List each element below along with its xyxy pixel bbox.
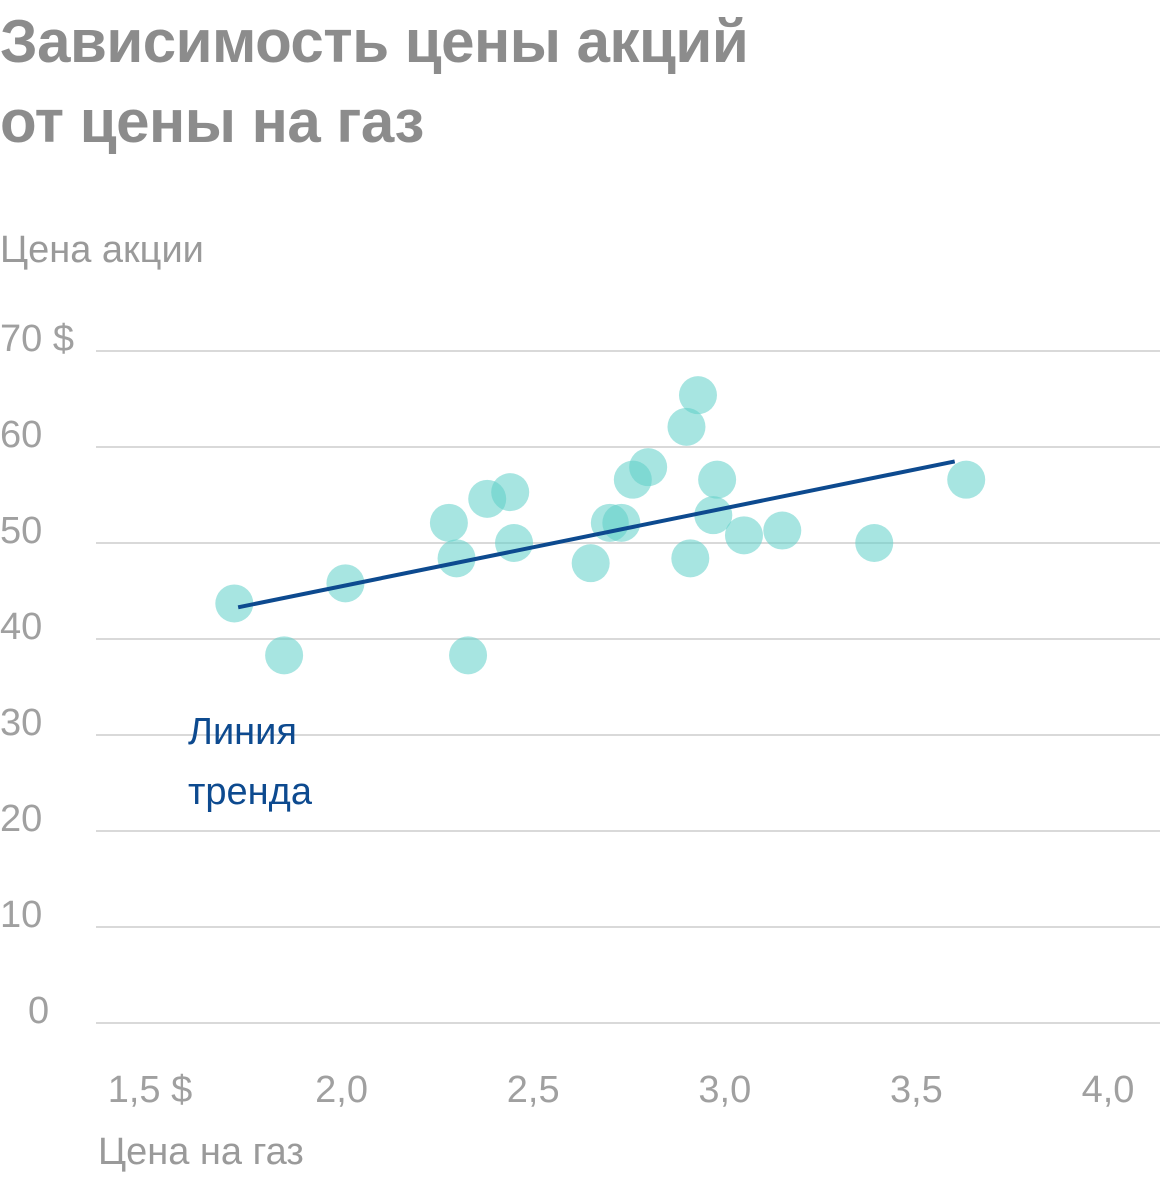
data-point-3 <box>326 564 365 603</box>
data-point-16 <box>671 539 710 578</box>
trend-line <box>237 459 956 610</box>
data-point-23 <box>947 460 986 499</box>
x-tick-3: 3,0 <box>698 1069 751 1111</box>
data-point-14 <box>629 448 668 487</box>
x-tick-labels: 1,5 $ 2,0 2,5 3,0 3,5 4,0 <box>108 1069 1135 1111</box>
data-point-6 <box>449 636 488 675</box>
title-line-1: Зависимость цены акций <box>0 8 749 75</box>
y-tick-30: 30 <box>0 702 42 744</box>
data-point-22 <box>855 524 894 562</box>
y-axis-label: Цена акции <box>0 229 204 271</box>
y-tick-70: 70 $ <box>0 318 74 360</box>
gridlines <box>96 350 1160 1024</box>
y-tick-20: 20 <box>0 798 42 840</box>
y-tick-50: 50 <box>0 510 42 552</box>
data-point-2 <box>265 636 304 675</box>
data-point-15 <box>667 407 706 446</box>
x-axis-label: Цена на газ <box>98 1131 304 1173</box>
y-tick-60: 60 <box>0 414 42 456</box>
trend-line-group <box>237 459 956 610</box>
data-point-12 <box>602 503 641 542</box>
data-point-1 <box>215 584 254 623</box>
data-point-4 <box>429 503 468 542</box>
x-tick-4: 4,0 <box>1082 1069 1135 1111</box>
title-line-2: от цены на газ <box>0 88 424 155</box>
trend-annotation-line-2: тренда <box>188 771 313 813</box>
data-point-20 <box>724 516 763 555</box>
x-tick-2: 2,0 <box>315 1069 368 1111</box>
trend-annotation-line-1: Линия <box>188 711 297 753</box>
data-point-9 <box>495 524 534 562</box>
y-tick-0: 0 <box>28 990 49 1032</box>
y-tick-10: 10 <box>0 894 42 936</box>
y-tick-labels: 0 10 20 30 40 50 60 70 $ <box>0 318 74 1032</box>
data-point-17 <box>678 376 717 415</box>
x-tick-1-5: 1,5 $ <box>108 1069 193 1111</box>
data-point-10 <box>571 544 610 583</box>
data-point-19 <box>698 460 737 499</box>
data-point-5 <box>437 539 476 578</box>
data-point-18 <box>694 496 733 535</box>
x-tick-3-5: 3,5 <box>890 1069 943 1111</box>
data-point-21 <box>763 511 802 550</box>
chart-title: Зависимость цены акций от цены на газ <box>0 2 1160 162</box>
trend-annotation: Линия тренда <box>188 711 313 813</box>
x-tick-2-5: 2,5 <box>507 1069 560 1111</box>
data-points <box>215 376 986 675</box>
data-point-8 <box>491 473 530 512</box>
y-tick-40: 40 <box>0 606 42 648</box>
